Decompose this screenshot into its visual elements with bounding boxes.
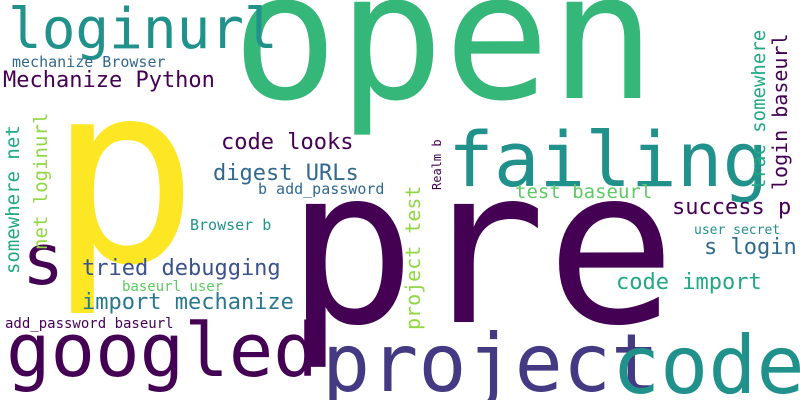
word-b-add-password: b add_password — [258, 180, 385, 198]
word-browser-b: Browser b — [190, 216, 272, 234]
word-tried-debugging: tried debugging — [82, 256, 281, 281]
word-trac-somewhere: trac somewhere — [748, 29, 770, 190]
word-success-p: success p — [672, 195, 792, 220]
word-loginurl: loginurl — [8, 0, 278, 62]
word-add-password-baseurl: add_password baseurl — [5, 316, 174, 332]
word-digest-urls: digest URLs — [213, 161, 359, 186]
word-mechanize-python: Mechanize Python — [3, 68, 215, 93]
word-mechanize-browser: mechanize Browser — [12, 53, 166, 71]
word-somewhere-net: somewhere net — [2, 125, 24, 274]
word-p: p — [48, 29, 199, 320]
word-googled: googled — [6, 308, 318, 394]
word-s-login: s login — [704, 235, 797, 260]
word-login-baseurl: login baseurl — [768, 33, 792, 190]
word-user-secret: user secret — [694, 223, 781, 238]
word-s: s — [22, 219, 65, 301]
word-test-baseurl: test baseurl — [515, 181, 653, 203]
word-code: code — [612, 319, 800, 400]
word-open: open — [232, 0, 656, 140]
word-failing: failing — [448, 115, 769, 204]
word-project-test: project test — [401, 185, 425, 331]
word-code-import: code import — [616, 270, 762, 295]
word-realm-b: Realm b — [430, 139, 444, 190]
word-code-looks: code looks — [221, 130, 354, 155]
word-baseurl-user: baseurl user — [122, 279, 224, 295]
word-net-loginurl: net loginurl — [30, 112, 52, 250]
word-import-mechanize: import mechanize — [82, 290, 294, 315]
word-project: project — [322, 317, 660, 400]
word-pre: pre — [286, 122, 677, 373]
